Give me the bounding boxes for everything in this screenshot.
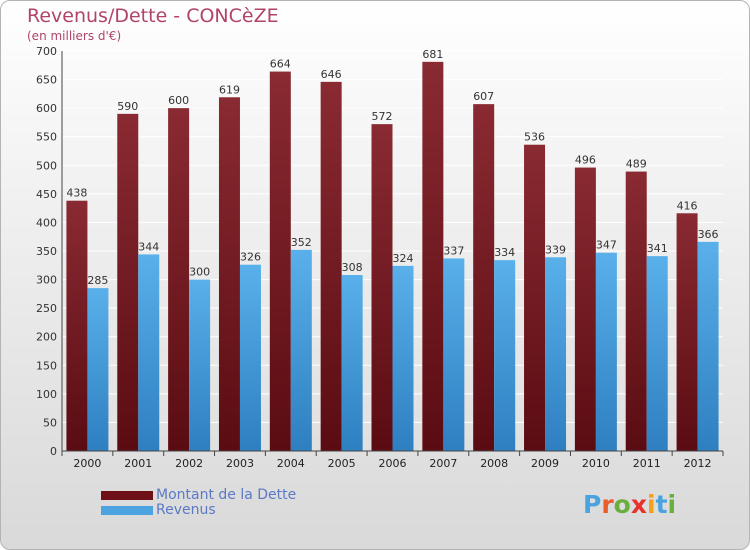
revenue-bar-label: 347 bbox=[596, 239, 617, 252]
y-tick-label: 0 bbox=[50, 445, 57, 458]
debt-bar-label: 496 bbox=[575, 154, 596, 167]
revenue-bar-label: 308 bbox=[342, 261, 363, 274]
y-tick-label: 300 bbox=[36, 274, 57, 287]
logo-letter: i bbox=[647, 490, 656, 519]
revenue-bar bbox=[341, 275, 363, 451]
debt-bar bbox=[269, 71, 291, 452]
revenue-bar-label: 300 bbox=[189, 266, 210, 279]
legend-item-debt: Montant de la Dette bbox=[101, 487, 296, 503]
y-tick-label: 600 bbox=[36, 102, 57, 115]
revenue-bar bbox=[545, 257, 567, 451]
debt-bar-label: 681 bbox=[422, 48, 443, 61]
debt-bar-label: 646 bbox=[321, 68, 342, 81]
y-tick-label: 50 bbox=[43, 416, 57, 429]
revenue-bar bbox=[87, 288, 109, 451]
debt-bar bbox=[218, 97, 240, 452]
debt-bar bbox=[625, 171, 647, 452]
debt-bar bbox=[168, 108, 190, 452]
debt-bar bbox=[676, 213, 698, 451]
revenue-bar bbox=[189, 279, 211, 451]
revenue-bar bbox=[138, 254, 160, 451]
legend-swatch-debt bbox=[101, 490, 153, 500]
chart-title: Revenus/Dette - CONCèZE bbox=[27, 5, 279, 27]
revenue-bar bbox=[494, 260, 516, 451]
revenue-bar bbox=[443, 258, 465, 451]
x-tick-label: 2001 bbox=[124, 457, 152, 470]
debt-bar-label: 619 bbox=[219, 83, 240, 96]
x-tick-label: 2007 bbox=[429, 457, 457, 470]
revenue-bar-label: 324 bbox=[393, 252, 414, 265]
y-tick-label: 100 bbox=[36, 388, 57, 401]
debt-bar-label: 590 bbox=[117, 100, 138, 113]
proxiti-logo: Proxiti bbox=[583, 490, 676, 519]
revenue-bar-label: 366 bbox=[698, 228, 719, 241]
debt-bar-label: 489 bbox=[626, 158, 647, 171]
revenue-bar bbox=[646, 256, 668, 451]
revenue-bar-label: 344 bbox=[138, 240, 159, 253]
x-tick-label: 2000 bbox=[73, 457, 101, 470]
revenue-bar bbox=[290, 249, 312, 451]
legend-label-revenue: Revenus bbox=[156, 502, 216, 518]
logo-letter: x bbox=[630, 490, 647, 519]
y-tick-label: 350 bbox=[36, 245, 57, 258]
chart-subtitle: (en milliers d'€) bbox=[27, 29, 122, 43]
x-tick-label: 2009 bbox=[531, 457, 559, 470]
x-tick-label: 2012 bbox=[684, 457, 712, 470]
revenue-bar bbox=[392, 265, 414, 451]
debt-bar-label: 416 bbox=[677, 199, 698, 212]
revenue-bar-label: 334 bbox=[494, 246, 515, 259]
debt-bar bbox=[320, 81, 342, 451]
x-tick-label: 2006 bbox=[379, 457, 407, 470]
debt-bar-label: 664 bbox=[270, 58, 291, 71]
revenue-bar-label: 326 bbox=[240, 251, 261, 264]
logo-letter: i bbox=[667, 490, 677, 519]
legend-label-debt: Montant de la Dette bbox=[156, 487, 297, 503]
revenue-bar-label: 352 bbox=[291, 236, 312, 249]
y-tick-label: 500 bbox=[36, 159, 57, 172]
debt-bar-label: 572 bbox=[372, 110, 393, 123]
debt-bar-label: 536 bbox=[524, 131, 545, 144]
x-tick-label: 2004 bbox=[277, 457, 305, 470]
debt-bar-label: 600 bbox=[168, 94, 189, 107]
logo-letter: P bbox=[583, 490, 602, 519]
y-tick-label: 200 bbox=[36, 331, 57, 344]
debt-bar bbox=[524, 144, 546, 451]
legend-swatch-revenue bbox=[101, 505, 153, 515]
revenue-bar-label: 337 bbox=[443, 244, 464, 257]
revenue-bar-label: 339 bbox=[545, 243, 566, 256]
logo-letter: o bbox=[613, 490, 631, 519]
x-tick-label: 2008 bbox=[480, 457, 508, 470]
y-tick-label: 650 bbox=[36, 74, 57, 87]
x-tick-label: 2003 bbox=[226, 457, 254, 470]
revenue-bar-label: 285 bbox=[87, 274, 108, 287]
revenue-bar-label: 341 bbox=[647, 242, 668, 255]
debt-bar bbox=[422, 61, 444, 451]
debt-bar bbox=[117, 113, 139, 451]
logo-letter: r bbox=[601, 490, 614, 519]
x-tick-label: 2010 bbox=[582, 457, 610, 470]
x-tick-label: 2005 bbox=[328, 457, 356, 470]
y-tick-label: 450 bbox=[36, 188, 57, 201]
y-tick-label: 550 bbox=[36, 131, 57, 144]
debt-bar bbox=[574, 167, 596, 452]
y-tick-label: 150 bbox=[36, 359, 57, 372]
logo-letter: t bbox=[655, 490, 668, 519]
revenue-bar bbox=[595, 252, 617, 451]
revenue-bar bbox=[239, 264, 261, 451]
x-tick-label: 2002 bbox=[175, 457, 203, 470]
y-tick-label: 250 bbox=[36, 302, 57, 315]
debt-bar-label: 438 bbox=[66, 187, 87, 200]
debt-bar bbox=[66, 200, 88, 451]
y-tick-label: 700 bbox=[36, 45, 57, 58]
debt-bar-label: 607 bbox=[473, 90, 494, 103]
debt-bar bbox=[473, 104, 495, 452]
debt-bar bbox=[371, 124, 393, 452]
legend-item-revenue: Revenus bbox=[101, 502, 216, 518]
revenue-bar bbox=[697, 241, 719, 451]
x-tick-label: 2011 bbox=[633, 457, 661, 470]
y-tick-label: 400 bbox=[36, 216, 57, 229]
